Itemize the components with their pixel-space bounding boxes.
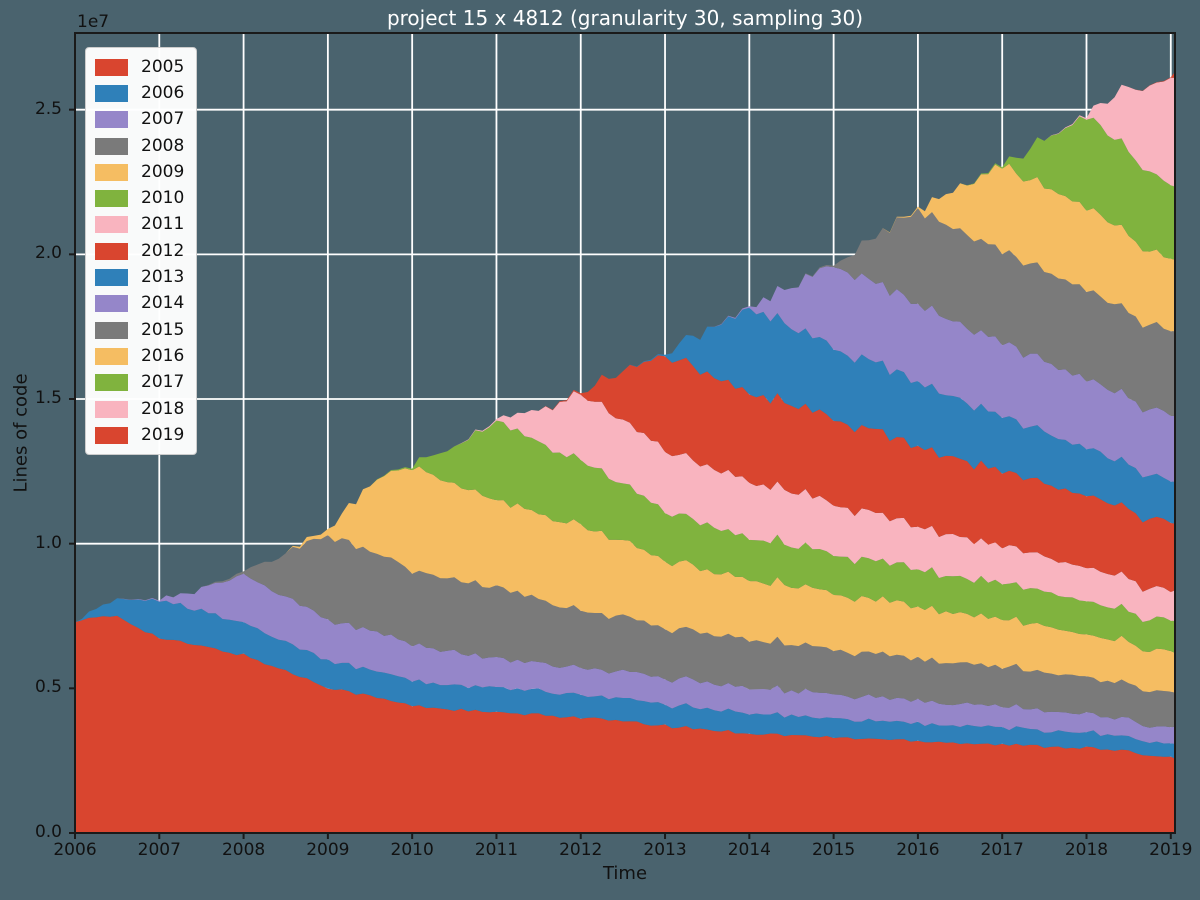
legend-label-2015: 2015	[141, 319, 185, 340]
legend-item-2005: 2005	[95, 54, 184, 80]
legend-swatch-2010	[95, 190, 128, 208]
area-band-2008	[75, 535, 1175, 728]
x-tick-label-2013: 2013	[643, 840, 687, 860]
legend-label-2017: 2017	[141, 372, 185, 393]
legend-item-2009: 2009	[95, 159, 184, 185]
chart-title: project 15 x 4812 (granularity 30, sampl…	[386, 6, 864, 30]
area-band-2014	[75, 266, 1175, 623]
legend-item-2008: 2008	[95, 133, 184, 159]
x-tick-label-2019: 2019	[1149, 840, 1193, 860]
legend-swatch-2007	[95, 111, 128, 129]
legend-label-2006: 2006	[141, 82, 185, 103]
area-band-2006	[75, 598, 1175, 759]
legend-label-2016: 2016	[141, 345, 185, 366]
legend-item-2007: 2007	[95, 107, 184, 133]
legend-swatch-2017	[95, 374, 128, 392]
legend-swatch-2018	[95, 400, 128, 418]
x-axis-label: Time	[602, 863, 648, 884]
legend-swatch-2006	[95, 84, 128, 102]
legend-item-2019: 2019	[95, 422, 184, 448]
legend-item-2016: 2016	[95, 343, 184, 369]
area-band-2007	[75, 573, 1175, 744]
area-band-2017	[75, 116, 1175, 623]
area-band-2005	[75, 615, 1175, 833]
legend-swatch-2016	[95, 347, 128, 365]
x-tick-label-2018: 2018	[1064, 840, 1109, 860]
y-tick-label-0.0: 0.0	[34, 822, 62, 842]
legend-item-2018: 2018	[95, 396, 184, 422]
x-tick-label-2010: 2010	[390, 840, 434, 860]
legend-item-2017: 2017	[95, 370, 184, 396]
legend-item-2014: 2014	[95, 291, 184, 317]
legend-label-2008: 2008	[141, 135, 185, 156]
x-tick-label-2015: 2015	[811, 840, 856, 860]
legend-item-2015: 2015	[95, 317, 184, 343]
legend-swatch-2008	[95, 137, 128, 155]
y-axis-offset-text: 1e7	[77, 12, 110, 32]
legend-label-2013: 2013	[141, 267, 185, 288]
legend-swatch-2012	[95, 242, 128, 260]
legend-item-2012: 2012	[95, 238, 184, 264]
legend-label-2012: 2012	[141, 240, 185, 261]
y-tick-label-0.5: 0.5	[34, 677, 62, 698]
area-band-2013	[75, 307, 1175, 623]
x-tick-label-2007: 2007	[137, 840, 181, 860]
x-tick-label-2014: 2014	[727, 840, 771, 860]
x-tick-label-2016: 2016	[896, 840, 940, 860]
legend-label-2007: 2007	[141, 109, 185, 130]
legend-swatch-2011	[95, 216, 128, 234]
y-tick-label-2.5: 2.5	[34, 98, 62, 119]
legend-swatch-2005	[95, 58, 128, 76]
legend-item-2013: 2013	[95, 264, 184, 290]
y-tick-label-1.5: 1.5	[34, 388, 62, 408]
x-tick-label-2017: 2017	[980, 840, 1024, 860]
x-tick-label-2006: 2006	[53, 840, 97, 860]
x-tick-label-2008: 2008	[221, 840, 266, 860]
legend-label-2010: 2010	[141, 188, 185, 209]
legend-label-2009: 2009	[141, 161, 185, 182]
legend-label-2018: 2018	[141, 398, 185, 419]
legend-swatch-2014	[95, 295, 128, 313]
legend-label-2014: 2014	[141, 293, 185, 314]
legend-swatch-2019	[95, 426, 128, 444]
area-band-2009	[75, 466, 1175, 693]
area-band-2011	[75, 391, 1175, 623]
x-tick-label-2011: 2011	[474, 840, 519, 860]
area-band-2016	[75, 163, 1175, 623]
area-band-2012	[75, 355, 1175, 623]
y-tick-label-1.0: 1.0	[34, 532, 62, 553]
x-tick-label-2009: 2009	[306, 840, 350, 860]
legend-label-2011: 2011	[141, 214, 185, 235]
legend-swatch-2015	[95, 321, 128, 339]
legend-item-2006: 2006	[95, 80, 184, 106]
x-tick-label-2012: 2012	[559, 840, 603, 860]
legend-swatch-2013	[95, 269, 128, 287]
legend-swatch-2009	[95, 163, 128, 181]
legend-item-2010: 2010	[95, 185, 184, 211]
axes-spines	[74, 32, 1176, 834]
legend: 2005 2006 2007 2008 2009 2010 2011 2012 2013 2014…	[85, 47, 198, 456]
area-band-2010	[75, 420, 1175, 653]
legend-item-2011: 2011	[95, 212, 184, 238]
legend-label-2019: 2019	[141, 424, 185, 445]
y-tick-label-2.0: 2.0	[34, 243, 62, 264]
legend-label-2005: 2005	[141, 56, 185, 77]
